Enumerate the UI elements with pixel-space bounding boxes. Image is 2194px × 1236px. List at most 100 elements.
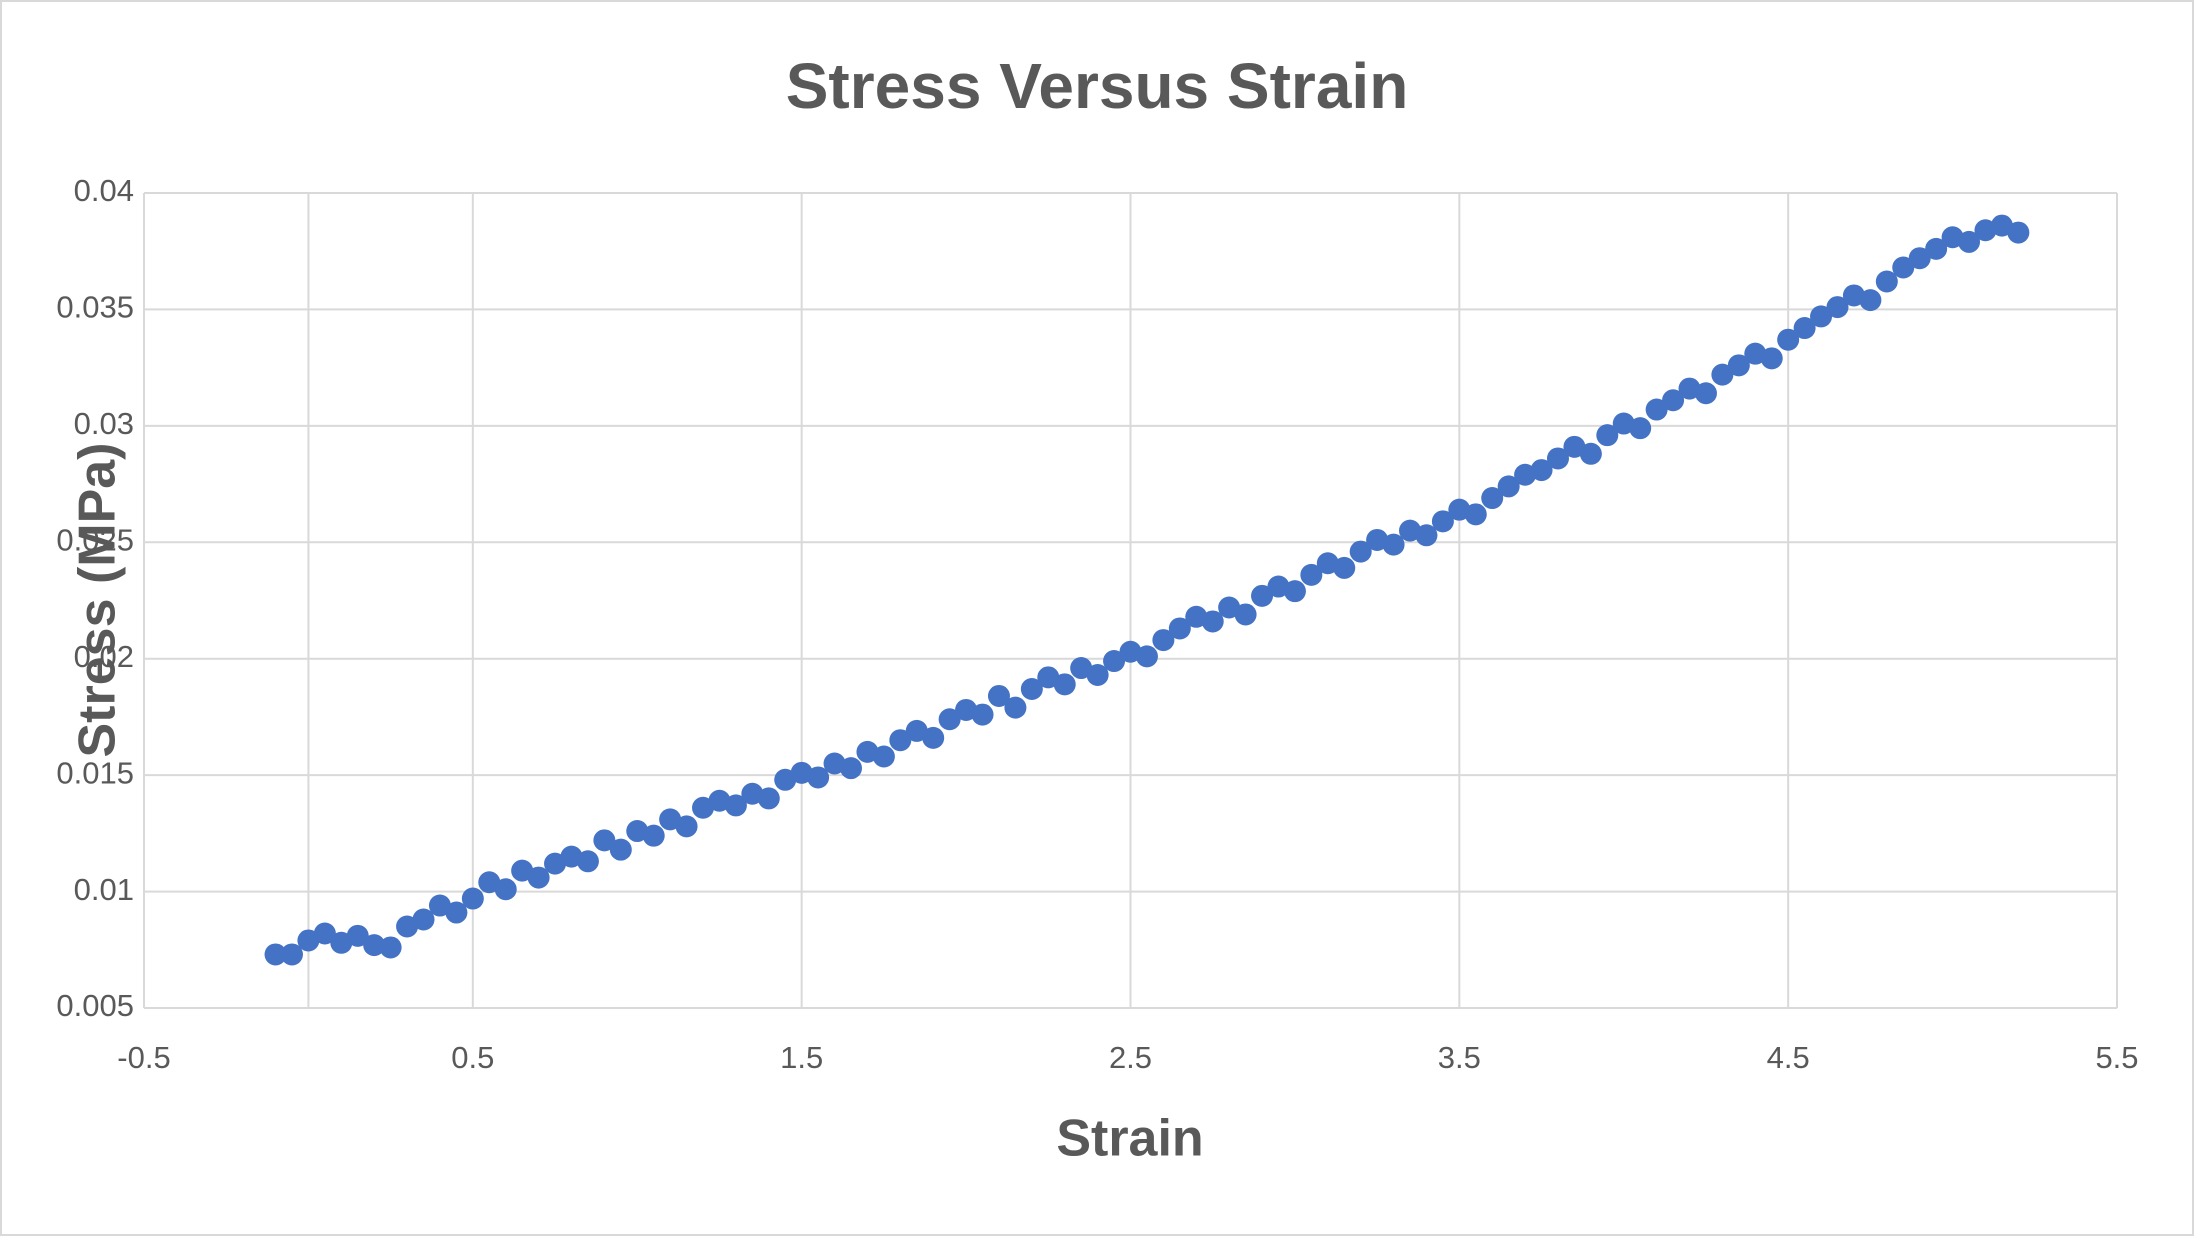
point <box>412 908 435 931</box>
y-tick-label: 0.015 <box>56 755 134 790</box>
point <box>1283 580 1306 603</box>
point <box>1760 347 1783 370</box>
point <box>1464 503 1487 526</box>
y-tick-label: 0.025 <box>56 522 134 557</box>
point <box>1201 610 1224 633</box>
point <box>1218 596 1241 619</box>
point <box>1234 603 1257 626</box>
chart-title: Stress Versus Strain <box>786 50 1409 122</box>
point <box>1546 447 1569 470</box>
x-tick-label: 4.5 <box>1767 1040 1810 1075</box>
point <box>872 745 895 768</box>
point <box>461 887 484 910</box>
point <box>363 934 386 957</box>
point <box>1908 247 1931 270</box>
point <box>445 901 468 924</box>
y-tick-label: 0.005 <box>56 988 134 1023</box>
point <box>1711 363 1734 386</box>
point <box>757 787 780 810</box>
point <box>396 915 419 938</box>
point <box>346 924 369 947</box>
point <box>544 852 567 875</box>
point <box>379 936 402 959</box>
point <box>987 684 1010 707</box>
x-tick-label: -0.5 <box>117 1040 170 1075</box>
point <box>839 757 862 780</box>
point <box>1020 677 1043 700</box>
point <box>1103 650 1126 673</box>
point <box>1793 317 1816 340</box>
point <box>642 824 665 847</box>
point <box>1415 524 1438 547</box>
point <box>1152 629 1175 652</box>
point <box>1135 645 1158 668</box>
point <box>1777 328 1800 351</box>
point <box>1629 417 1652 440</box>
point <box>1596 424 1619 447</box>
point <box>313 922 336 945</box>
y-tick-label: 0.03 <box>74 406 134 441</box>
point <box>1892 256 1915 279</box>
point <box>478 871 501 894</box>
point <box>1727 354 1750 377</box>
point <box>1645 398 1668 421</box>
point <box>1990 214 2013 237</box>
point <box>1382 533 1405 556</box>
point <box>692 796 715 819</box>
point <box>774 768 797 791</box>
point <box>494 878 517 901</box>
point <box>593 829 616 852</box>
point <box>1563 435 1586 458</box>
point <box>297 929 320 952</box>
x-tick-label: 2.5 <box>1109 1040 1152 1075</box>
x-tick-label: 5.5 <box>2095 1040 2138 1075</box>
point <box>1481 487 1504 510</box>
point <box>1037 666 1060 689</box>
point <box>675 815 698 838</box>
point <box>1053 673 1076 696</box>
y-tick-label: 0.04 <box>74 173 134 208</box>
point <box>1859 289 1882 312</box>
point <box>576 850 599 873</box>
point <box>1810 305 1833 328</box>
point <box>971 703 994 726</box>
point <box>938 708 961 731</box>
point <box>1431 510 1454 533</box>
point <box>1168 617 1191 640</box>
x-tick-label: 1.5 <box>780 1040 823 1075</box>
x-tick-label: 0.5 <box>451 1040 494 1075</box>
point <box>889 729 912 752</box>
point <box>1826 296 1849 319</box>
point <box>922 726 945 749</box>
point <box>511 859 534 882</box>
y-axis-title: Stress (MPa) <box>69 443 127 758</box>
y-tick-label: 0.02 <box>74 639 134 674</box>
y-tick-label: 0.01 <box>74 872 134 907</box>
point <box>264 943 287 966</box>
point <box>659 808 682 831</box>
point <box>1579 442 1602 465</box>
point <box>724 794 747 817</box>
point <box>1349 540 1372 563</box>
point <box>609 838 632 861</box>
point <box>1875 270 1898 293</box>
point <box>1004 696 1027 719</box>
point <box>2007 221 2030 244</box>
point <box>1251 584 1274 607</box>
point <box>905 719 928 742</box>
point <box>1086 664 1109 687</box>
point <box>1497 475 1520 498</box>
y-tick-label: 0.035 <box>56 290 134 325</box>
point <box>1694 382 1717 405</box>
point <box>1333 556 1356 579</box>
point <box>527 866 550 889</box>
point <box>1925 237 1948 260</box>
x-tick-label: 3.5 <box>1438 1040 1481 1075</box>
point <box>280 943 303 966</box>
point <box>807 766 830 789</box>
point <box>1300 563 1323 586</box>
x-axis-title: Strain <box>1056 1110 1203 1168</box>
point <box>1530 459 1553 482</box>
